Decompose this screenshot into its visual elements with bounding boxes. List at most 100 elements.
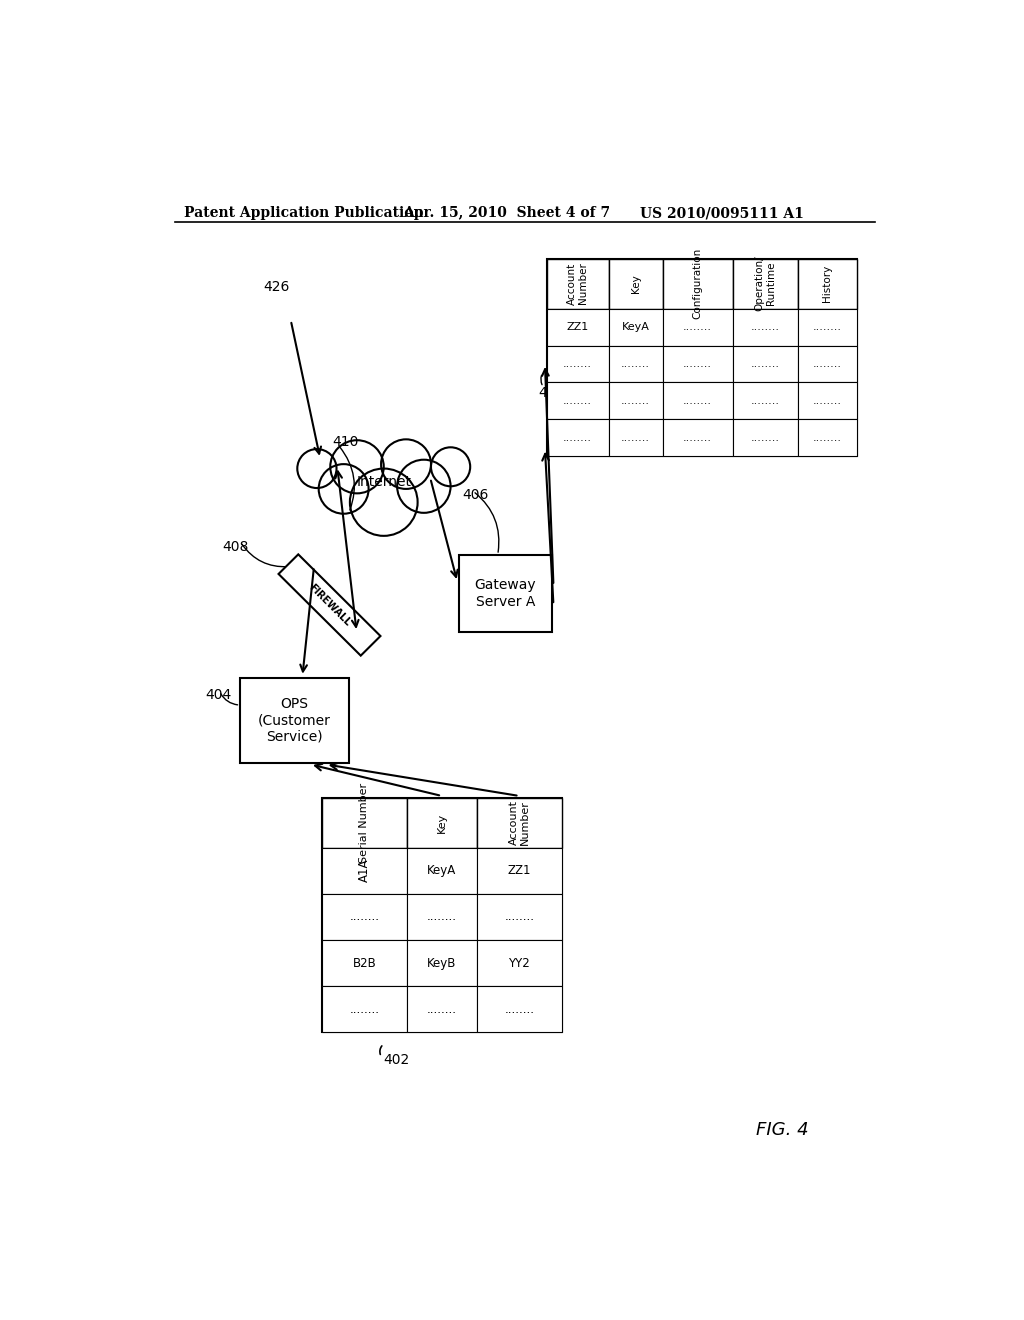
Text: Serial Number: Serial Number <box>359 783 370 862</box>
Bar <box>547 259 856 457</box>
Bar <box>477 797 562 847</box>
Text: ........: ........ <box>349 1003 379 1016</box>
Text: Account
Number: Account Number <box>566 263 589 305</box>
Bar <box>799 346 856 383</box>
Bar <box>459 554 552 632</box>
Text: KeyA: KeyA <box>622 322 649 333</box>
Polygon shape <box>279 554 381 656</box>
Bar <box>608 259 663 309</box>
Bar <box>477 847 562 894</box>
Bar <box>477 940 562 986</box>
Text: ........: ........ <box>563 396 592 407</box>
Bar <box>322 940 407 986</box>
Text: ........: ........ <box>505 911 535 924</box>
Text: ........: ........ <box>622 396 650 407</box>
Text: Key: Key <box>437 812 446 833</box>
Text: B2B: B2B <box>352 957 376 970</box>
Bar <box>322 847 407 894</box>
Bar <box>407 847 477 894</box>
Text: Key: Key <box>631 275 641 293</box>
Bar <box>407 797 477 847</box>
Text: ........: ........ <box>751 433 780 444</box>
Bar <box>407 894 477 940</box>
Bar <box>547 383 608 420</box>
Text: 426: 426 <box>263 280 290 294</box>
Bar <box>547 259 608 309</box>
Text: Patent Application Publication: Patent Application Publication <box>183 206 424 220</box>
Text: KeyB: KeyB <box>427 957 457 970</box>
Circle shape <box>297 449 337 488</box>
Bar <box>407 940 477 986</box>
Bar <box>608 309 663 346</box>
Bar <box>547 420 608 457</box>
Text: ........: ........ <box>427 1003 457 1016</box>
Text: ........: ........ <box>622 433 650 444</box>
Bar <box>732 259 799 309</box>
Text: FIG. 4: FIG. 4 <box>756 1121 808 1139</box>
Text: ........: ........ <box>813 433 842 444</box>
Text: 402: 402 <box>384 1053 410 1067</box>
Text: ........: ........ <box>683 396 712 407</box>
Bar <box>732 346 799 383</box>
Circle shape <box>318 465 369 513</box>
Text: ........: ........ <box>683 359 712 370</box>
Text: Apr. 15, 2010  Sheet 4 of 7: Apr. 15, 2010 Sheet 4 of 7 <box>403 206 610 220</box>
Text: ........: ........ <box>563 433 592 444</box>
Bar <box>732 420 799 457</box>
Bar <box>322 986 407 1032</box>
Bar <box>732 383 799 420</box>
Text: 404: 404 <box>206 688 231 702</box>
Circle shape <box>431 447 470 486</box>
Text: 408: 408 <box>222 540 249 553</box>
Text: ........: ........ <box>813 396 842 407</box>
Text: 412: 412 <box>539 385 565 400</box>
Text: ........: ........ <box>683 322 712 333</box>
Text: History: History <box>822 265 833 302</box>
Text: Gateway
Server A: Gateway Server A <box>474 578 537 609</box>
Text: ........: ........ <box>813 322 842 333</box>
Bar <box>608 420 663 457</box>
Text: ........: ........ <box>751 359 780 370</box>
Bar <box>732 309 799 346</box>
Bar <box>799 259 856 309</box>
Text: ........: ........ <box>427 911 457 924</box>
Bar <box>322 894 407 940</box>
Bar <box>608 346 663 383</box>
Bar <box>663 346 732 383</box>
Text: ........: ........ <box>563 359 592 370</box>
Text: FIREWALL: FIREWALL <box>306 582 352 628</box>
Bar <box>663 259 732 309</box>
Text: 410: 410 <box>333 434 359 449</box>
Text: A1A: A1A <box>357 859 371 882</box>
Text: ........: ........ <box>622 359 650 370</box>
Text: Account
Number: Account Number <box>509 800 530 845</box>
Text: Internet: Internet <box>356 475 412 488</box>
Bar <box>799 309 856 346</box>
Text: ........: ........ <box>683 433 712 444</box>
Text: US 2010/0095111 A1: US 2010/0095111 A1 <box>640 206 804 220</box>
Text: YY2: YY2 <box>509 957 530 970</box>
Bar <box>477 986 562 1032</box>
Text: ........: ........ <box>751 322 780 333</box>
Bar <box>547 346 608 383</box>
Circle shape <box>397 459 451 513</box>
Text: ........: ........ <box>813 359 842 370</box>
Text: ZZ1: ZZ1 <box>566 322 589 333</box>
Bar <box>799 420 856 457</box>
Bar <box>241 678 349 763</box>
Text: ZZ1: ZZ1 <box>508 865 531 878</box>
Bar <box>547 309 608 346</box>
Bar <box>799 383 856 420</box>
Bar <box>663 383 732 420</box>
Bar <box>407 986 477 1032</box>
Bar <box>663 309 732 346</box>
Text: ........: ........ <box>349 911 379 924</box>
Text: Configuration: Configuration <box>692 248 702 319</box>
Text: ........: ........ <box>751 396 780 407</box>
Bar <box>477 894 562 940</box>
Text: OPS
(Customer
Service): OPS (Customer Service) <box>258 697 331 743</box>
Bar <box>322 797 562 1032</box>
Text: ........: ........ <box>505 1003 535 1016</box>
Text: 406: 406 <box>463 488 489 502</box>
Bar <box>663 420 732 457</box>
